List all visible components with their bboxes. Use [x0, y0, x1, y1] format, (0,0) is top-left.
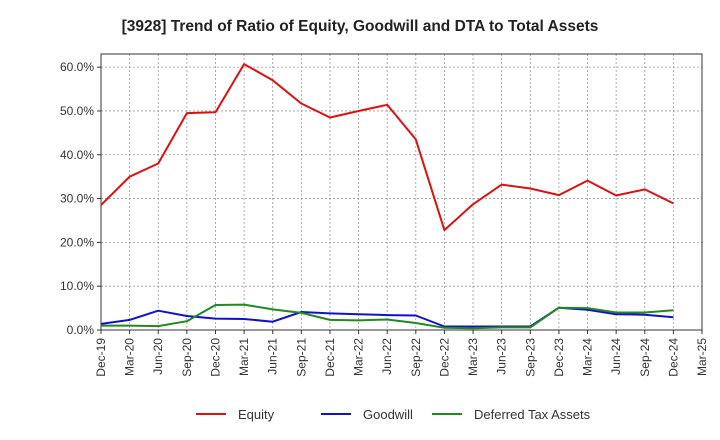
y-axis: 0.0% 10.0% 20.0% 30.0% 40.0% 50.0% 60.0% [60, 60, 101, 337]
x-tick-label: Sep-24 [638, 338, 652, 377]
x-tick-label: Jun-20 [151, 338, 165, 375]
x-tick-label: Dec-20 [208, 338, 222, 377]
x-tick-label: Jun-22 [380, 338, 394, 375]
x-tick-label: Sep-20 [180, 338, 194, 377]
x-tick-label: Mar-20 [123, 338, 137, 376]
x-axis: Dec-19 Mar-20 Jun-20 Sep-20 Dec-20 Mar-21 Jun-… [94, 330, 709, 377]
x-tick-label: Dec-19 [94, 338, 108, 377]
legend-label-0: Equity [238, 407, 275, 422]
y-tick-label: 60.0% [60, 60, 94, 74]
y-tick-label: 10.0% [60, 279, 94, 293]
legend-label-2: Deferred Tax Assets [474, 407, 591, 422]
x-tick-label: Dec-21 [323, 338, 337, 377]
x-tick-label: Mar-23 [466, 338, 480, 376]
x-tick-label: Jun-21 [266, 338, 280, 375]
y-tick-label: 50.0% [60, 104, 94, 118]
x-tick-label: Sep-22 [409, 338, 423, 377]
x-tick-label: Mar-22 [352, 338, 366, 376]
chart-title: [3928] Trend of Ratio of Equity, Goodwil… [122, 18, 599, 35]
y-tick-label: 40.0% [60, 148, 94, 162]
grid [100, 54, 703, 331]
x-tick-label: Mar-24 [581, 338, 595, 376]
x-tick-label: Dec-23 [552, 338, 566, 377]
x-tick-label: Mar-21 [237, 338, 251, 376]
y-tick-label: 30.0% [60, 192, 94, 206]
y-tick-label: 20.0% [60, 235, 94, 249]
legend: Equity Goodwill Deferred Tax Assets [196, 407, 591, 422]
series-line-2 [101, 303, 674, 330]
x-tick-label: Jun-23 [495, 338, 509, 375]
series-layer [100, 63, 674, 330]
y-tick-label: 0.0% [67, 323, 95, 337]
legend-label-1: Goodwill [363, 407, 413, 422]
x-tick-label: Jun-24 [609, 338, 623, 375]
series-line-0 [100, 63, 674, 232]
x-tick-label: Dec-22 [437, 338, 451, 377]
x-tick-label: Dec-24 [666, 338, 680, 377]
x-tick-label: Sep-23 [523, 338, 537, 377]
plot-frame [100, 53, 703, 331]
x-tick-label: Sep-21 [294, 338, 308, 377]
x-tick-label: Mar-25 [695, 338, 709, 376]
